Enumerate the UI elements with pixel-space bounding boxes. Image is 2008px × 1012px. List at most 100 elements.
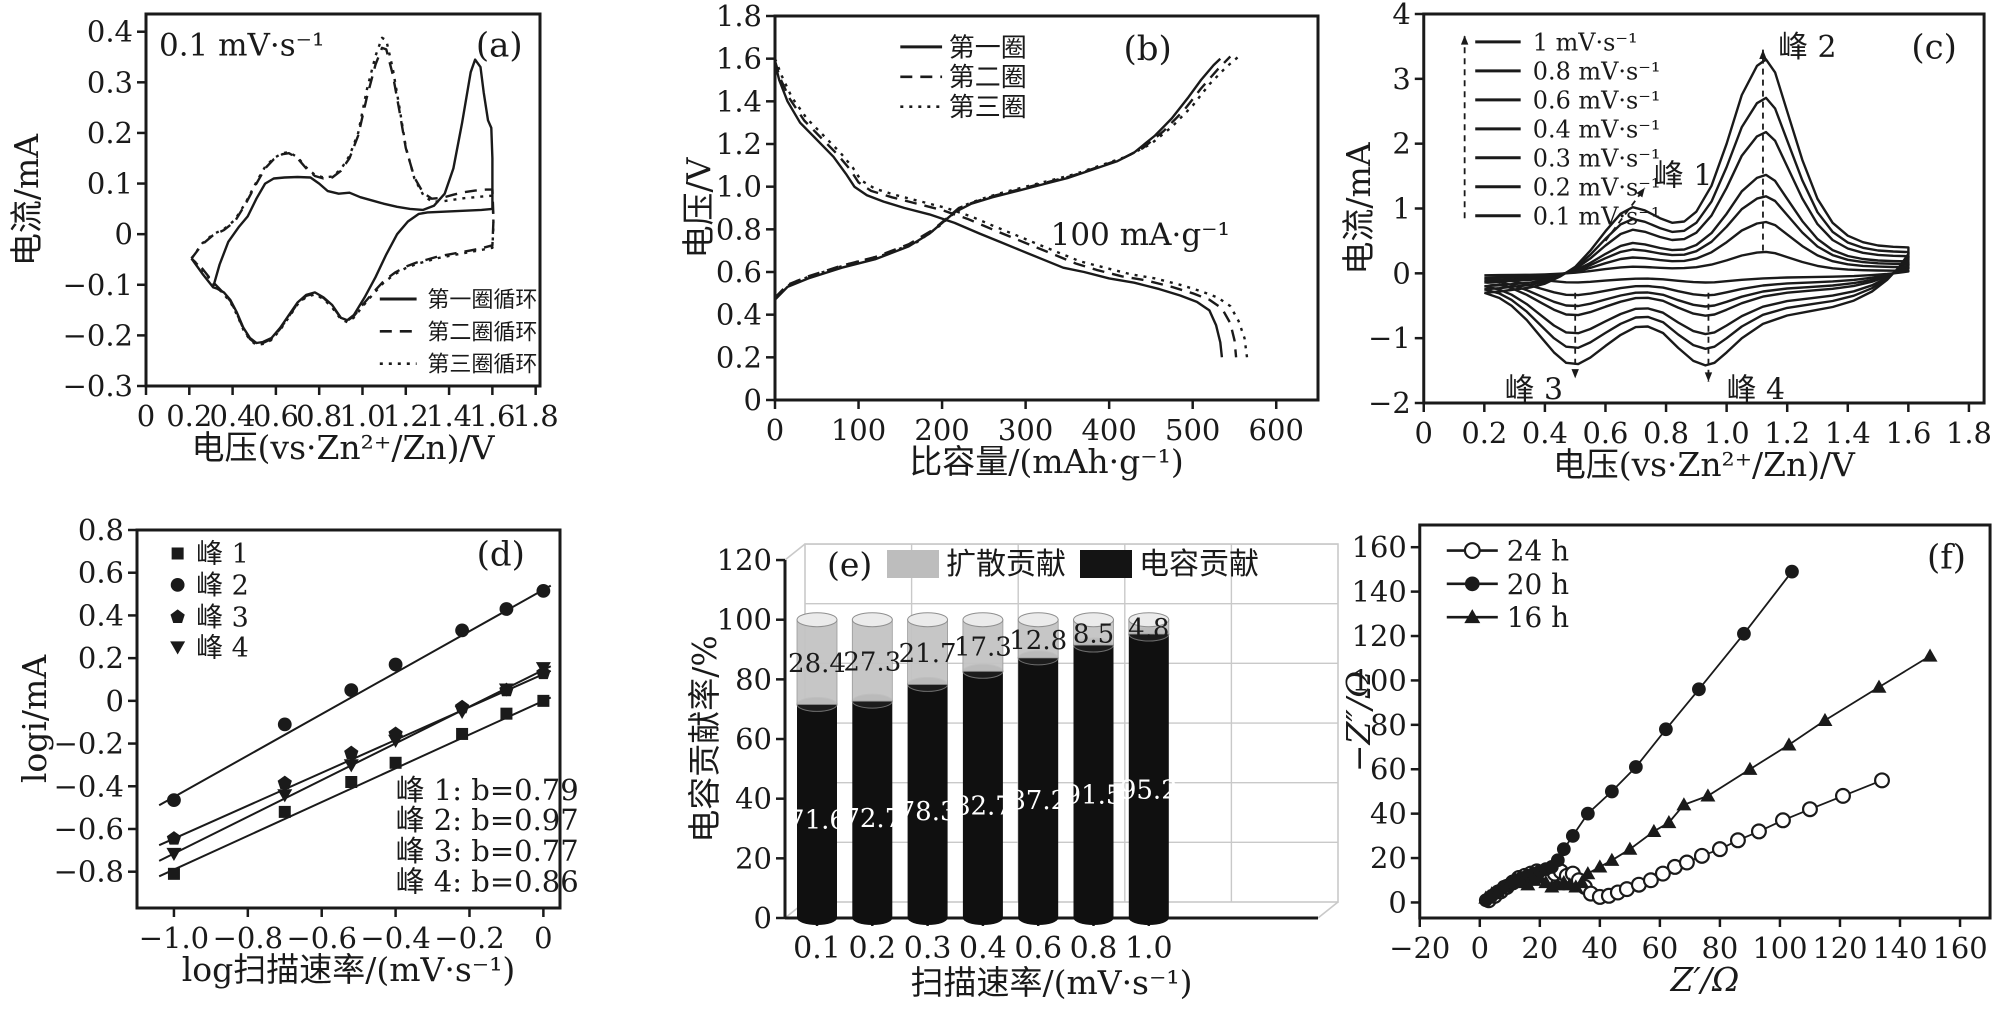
svg-text:0.8: 0.8 [78, 513, 124, 547]
svg-text:80: 80 [1370, 708, 1407, 742]
series-c [1483, 58, 1910, 367]
svg-text:0: 0 [1388, 885, 1406, 919]
panel-e: 0 20 40 60 80 100 120 电容贡献率/% 扫描速率/(mV·s⁻¹) 0.1 0.… [670, 500, 1340, 1012]
svg-text:−1: −1 [1368, 321, 1411, 355]
svg-text:1.4: 1.4 [426, 399, 472, 433]
svg-text:−2: −2 [1368, 386, 1411, 420]
svg-text:100: 100 [1752, 931, 1807, 965]
svg-text:峰 1: 峰 1 [196, 539, 249, 570]
svg-text:40: 40 [735, 782, 772, 816]
panel-b-plot: 0 100 200 300 400 500 600 0 0.2 0.4 0.6 0.8 1.0 1.2 1.… [679, 0, 1320, 481]
svg-text:1.4: 1.4 [716, 84, 762, 118]
svg-text:17.3: 17.3 [954, 633, 1012, 663]
svg-text:140: 140 [1352, 575, 1407, 609]
svg-text:(c): (c) [1911, 28, 1956, 68]
svg-text:2: 2 [1392, 127, 1410, 161]
svg-text:0.6 mV·s⁻¹: 0.6 mV·s⁻¹ [1533, 86, 1661, 114]
svg-text:160: 160 [1932, 931, 1987, 965]
svg-text:80: 80 [1702, 931, 1739, 965]
svg-text:60: 60 [1641, 931, 1678, 965]
axes-c: 0 0.2 0.4 0.6 0.8 1.0 1.2 1.4 1.6 1.8 4 3 2 1 0 −1 −2 电压(… [1340, 0, 1992, 484]
svg-text:0.8: 0.8 [716, 212, 762, 246]
svg-text:−0.4: −0.4 [360, 921, 430, 955]
svg-text:1.6: 1.6 [469, 399, 515, 433]
svg-text:0: 0 [766, 413, 784, 447]
svg-text:1.0: 1.0 [1125, 931, 1173, 966]
svg-text:0.6: 0.6 [1582, 416, 1628, 450]
svg-text:0: 0 [754, 901, 772, 935]
svg-text:峰 4: b=0.86: 峰 4: b=0.86 [396, 865, 579, 899]
svg-text:−0.3: −0.3 [63, 369, 133, 403]
svg-text:0.4 mV·s⁻¹: 0.4 mV·s⁻¹ [1533, 115, 1661, 143]
overlays-c: 峰 2 峰 1 峰 3 峰 4 (c) [1460, 28, 1957, 408]
svg-text:4: 4 [1392, 0, 1410, 31]
svg-text:电压(vs·Zn²⁺/Zn)/V: 电压(vs·Zn²⁺/Zn)/V [192, 428, 496, 467]
svg-text:0.8 mV·s⁻¹: 0.8 mV·s⁻¹ [1533, 57, 1661, 85]
svg-text:峰 3: 峰 3 [196, 603, 249, 634]
svg-text:1.8: 1.8 [716, 0, 762, 33]
svg-text:峰 2: b=0.97: 峰 2: b=0.97 [396, 803, 579, 837]
svg-text:95.2: 95.2 [1120, 776, 1178, 806]
svg-text:0.4: 0.4 [210, 399, 256, 433]
overlays-d: (d) 峰 1: b=0.79峰 2: b=0.97峰 3: b=0.77峰 4:… [396, 535, 579, 899]
svg-text:Z′/Ω: Z′/Ω [1670, 960, 1740, 999]
svg-text:0.8: 0.8 [1070, 931, 1118, 966]
svg-text:60: 60 [735, 722, 772, 756]
svg-text:4.8: 4.8 [1128, 614, 1169, 644]
tag-e: (e) [827, 545, 872, 584]
svg-text:峰 1: b=0.79: 峰 1: b=0.79 [396, 773, 579, 807]
svg-text:0.6: 0.6 [78, 556, 124, 590]
svg-text:0: 0 [106, 684, 124, 718]
svg-text:−0.2: −0.2 [63, 318, 133, 352]
svg-text:120: 120 [717, 543, 772, 577]
panel-c-plot: 0 0.2 0.4 0.6 0.8 1.0 1.2 1.4 1.6 1.8 4 3 2 1 0 −1 −2 电压(… [1340, 0, 1992, 484]
svg-text:160: 160 [1352, 530, 1407, 564]
svg-text:1.0: 1.0 [1704, 416, 1750, 450]
legend-c: 1 mV·s⁻¹0.8 mV·s⁻¹0.6 mV·s⁻¹0.4 mV·s⁻¹0.… [1475, 28, 1660, 230]
svg-text:(f): (f) [1927, 537, 1966, 577]
svg-text:峰 1: 峰 1 [1654, 159, 1712, 194]
svg-text:(b): (b) [1124, 29, 1172, 69]
svg-text:60: 60 [1370, 752, 1407, 786]
svg-text:峰 3: b=0.77: 峰 3: b=0.77 [396, 834, 579, 868]
svg-text:扫描速率/(mV·s⁻¹): 扫描速率/(mV·s⁻¹) [910, 963, 1192, 1002]
svg-text:(e): (e) [827, 545, 872, 584]
svg-text:140: 140 [1872, 931, 1927, 965]
svg-text:20: 20 [1521, 931, 1558, 965]
svg-text:8.5: 8.5 [1073, 619, 1114, 649]
legend-f: 24 h20 h16 h [1446, 535, 1569, 634]
panel-f-plot: −20 0 20 40 60 80 100 120 140 1600204060801001201… [1340, 523, 1992, 999]
svg-text:电压/V: 电压/V [679, 156, 718, 258]
svg-text:电流/mA: 电流/mA [1340, 141, 1378, 274]
svg-text:100: 100 [717, 603, 772, 637]
svg-text:1.2: 1.2 [716, 127, 762, 161]
svg-text:−Z″/Ω: −Z″/Ω [1340, 671, 1378, 772]
svg-text:1.8: 1.8 [513, 399, 559, 433]
svg-text:0.2: 0.2 [848, 931, 896, 966]
svg-text:扩散贡献: 扩散贡献 [946, 547, 1066, 582]
svg-text:72.7: 72.7 [843, 804, 901, 834]
panel-d-plot: −1.0 −0.8 −0.6 −0.4 −0.2 00.80.60.40.20−0.2−0… [15, 513, 579, 989]
svg-text:−20: −20 [1389, 931, 1450, 965]
svg-text:0: 0 [1392, 256, 1410, 290]
svg-text:1.2: 1.2 [383, 399, 429, 433]
svg-text:78.3: 78.3 [899, 797, 957, 827]
svg-text:28.4: 28.4 [788, 649, 846, 679]
svg-text:0.1: 0.1 [793, 931, 841, 966]
svg-text:峰 3: 峰 3 [1505, 372, 1563, 407]
svg-text:120: 120 [1812, 931, 1867, 965]
svg-text:0: 0 [115, 217, 133, 251]
svg-text:0.4: 0.4 [959, 931, 1007, 966]
svg-text:−1.0: −1.0 [139, 921, 209, 955]
overlays-a: 0.1 mV·s⁻¹ (a) [159, 26, 523, 66]
svg-text:0.2: 0.2 [166, 399, 212, 433]
bars-e: 71.6 28.4 72.7 27.3 78.3 21.7 82.7 17.3 87.2 12.8… [788, 612, 1178, 925]
svg-text:(a): (a) [476, 26, 523, 66]
svg-text:1.4: 1.4 [1825, 416, 1871, 450]
svg-text:0.2: 0.2 [87, 116, 133, 150]
axes-b: 0 100 200 300 400 500 600 0 0.2 0.4 0.6 0.8 1.0 1.2 1.… [679, 0, 1320, 481]
svg-text:600: 600 [1249, 413, 1304, 447]
